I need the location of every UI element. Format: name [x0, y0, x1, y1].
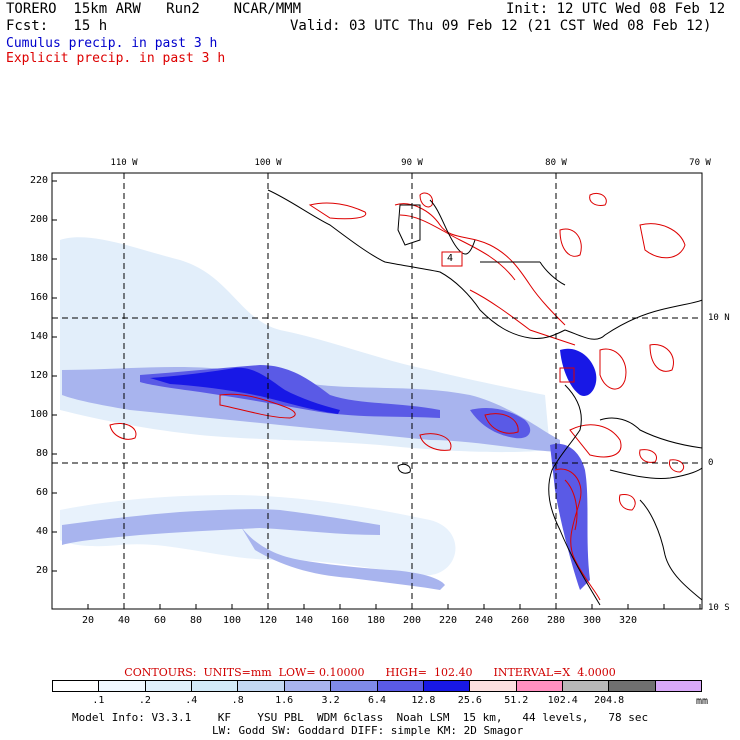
legend-swatch [238, 681, 285, 691]
legend-swatch [331, 681, 378, 691]
color-legend [52, 680, 702, 692]
cumulus-area-medium [62, 509, 380, 545]
model-info: Model Info: V3.3.1 KF YSU PBL WDM 6class… [72, 711, 649, 724]
legend-label: 102.4 [547, 695, 578, 706]
cumulus-area-intense [150, 367, 340, 414]
legend-swatch [192, 681, 239, 691]
lon-label-80w: 80 W [545, 158, 567, 168]
legend-label: 51.2 [504, 695, 529, 706]
legend-label: .4 [185, 695, 198, 706]
lon-label-90w: 90 W [401, 158, 423, 168]
lon-label-100w: 100 W [254, 158, 282, 168]
precip-field [60, 189, 702, 606]
lat-label-10n: 10 N [708, 313, 730, 323]
y-tick-label: 20 [35, 565, 48, 576]
legend-label: .2 [138, 695, 151, 706]
legend-label: .8 [231, 695, 244, 706]
marker-box [441, 251, 463, 267]
y-tick-label: 180 [29, 253, 48, 264]
y-tick-label: 40 [35, 526, 48, 537]
cumulus-label: Cumulus precip. in past 3 h [6, 36, 218, 51]
legend-label: .1 [92, 695, 105, 706]
x-tick-label: 180 [366, 615, 386, 626]
y-tick-label: 140 [29, 331, 48, 342]
x-tick-label: 40 [117, 615, 131, 626]
x-tick-label: 80 [189, 615, 203, 626]
init-time: Init: 12 UTC Wed 08 Feb 12 [506, 1, 726, 17]
legend-swatch [284, 681, 332, 691]
x-tick-label: 320 [618, 615, 638, 626]
legend-swatch [145, 681, 193, 691]
legend-units: mm [696, 696, 709, 707]
lon-label-110w: 110 W [110, 158, 138, 168]
legend-swatch [655, 681, 702, 691]
legend-swatch [562, 681, 610, 691]
marker-box [559, 367, 575, 383]
legend-swatch [53, 681, 100, 691]
legend-label: 3.2 [321, 695, 340, 706]
cumulus-area-medium [240, 525, 445, 590]
contours-info: CONTOURS: UNITS=mm LOW= 0.10000 HIGH= 10… [124, 666, 616, 679]
x-tick-label: 280 [546, 615, 566, 626]
lat-label-10s: 10 S [708, 603, 730, 613]
legend-swatch [516, 681, 563, 691]
legend-swatch [377, 681, 424, 691]
valid-time: Valid: 03 UTC Thu 09 Feb 12 (21 CST Wed … [290, 18, 712, 34]
legend-label: 25.6 [457, 695, 482, 706]
y-tick-label: 80 [35, 448, 48, 459]
coastlines [267, 189, 702, 606]
x-tick-label: 240 [474, 615, 494, 626]
cumulus-area-intense [560, 348, 597, 396]
forecast-hour: Fcst: 15 h [6, 18, 108, 34]
y-tick-label: 220 [29, 175, 48, 186]
x-tick-label: 300 [582, 615, 602, 626]
legend-swatch [423, 681, 471, 691]
y-tick-label: 100 [29, 409, 48, 420]
lat-label-0: 0 [708, 458, 714, 468]
plot-frame [51, 172, 703, 610]
legend-label: 204.8 [594, 695, 625, 706]
cumulus-area-heavy [550, 443, 590, 590]
x-tick-label: 220 [438, 615, 458, 626]
legend-swatch [470, 681, 517, 691]
lat-lon-grid [52, 173, 702, 609]
y-tick-label: 60 [35, 487, 48, 498]
explicit-precip-contours [109, 192, 686, 601]
legend-label: 12.8 [411, 695, 436, 706]
legend-label: 6.4 [367, 695, 387, 706]
y-tick-label: 120 [29, 370, 48, 381]
marker-box-label: 4 [447, 253, 454, 264]
legend-swatch [99, 681, 146, 691]
y-tick-label: 200 [29, 214, 48, 225]
x-tick-label: 20 [81, 615, 95, 626]
x-tick-label: 160 [330, 615, 350, 626]
legend-swatch [609, 681, 656, 691]
explicit-label: Explicit precip. in past 3 h [6, 51, 226, 66]
x-tick-label: 100 [222, 615, 242, 626]
x-tick-label: 260 [510, 615, 530, 626]
x-tick-label: 200 [402, 615, 422, 626]
model-physics: LW: Godd SW: Goddard DIFF: simple KM: 2D… [212, 724, 524, 737]
lon-label-70w: 70 W [689, 158, 711, 168]
tick-marks [52, 180, 701, 609]
x-tick-label: 140 [294, 615, 314, 626]
legend-label: 1.6 [275, 695, 294, 706]
model-title: TORERO 15km ARW Run2 NCAR/MMM [6, 1, 302, 17]
y-tick-label: 160 [29, 292, 48, 303]
x-tick-label: 120 [258, 615, 278, 626]
x-tick-label: 60 [153, 615, 167, 626]
